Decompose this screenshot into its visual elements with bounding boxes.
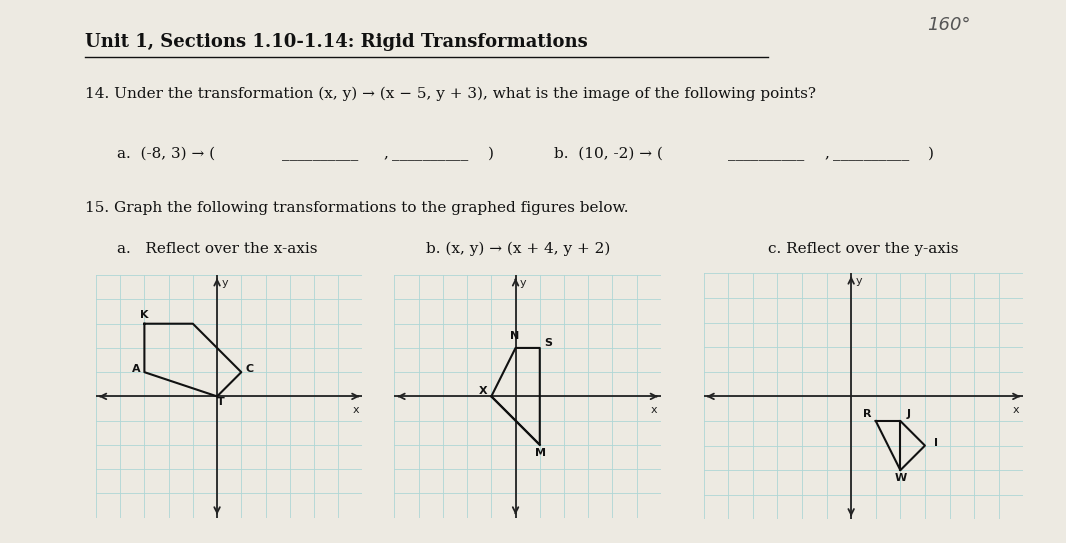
Text: S: S: [545, 338, 552, 348]
Text: ,: ,: [824, 147, 829, 161]
Text: K: K: [140, 310, 148, 320]
Text: 15. Graph the following transformations to the graphed figures below.: 15. Graph the following transformations …: [85, 201, 629, 215]
Text: a.   Reflect over the x-axis: a. Reflect over the x-axis: [117, 242, 318, 256]
Text: 160°: 160°: [927, 16, 971, 34]
Text: ,: ,: [384, 147, 389, 161]
Text: __________: __________: [282, 147, 359, 161]
Text: 14. Under the transformation (x, y) → (x − 5, y + 3), what is the image of the f: 14. Under the transformation (x, y) → (x…: [85, 87, 817, 102]
Text: I: I: [934, 438, 938, 447]
Text: Unit 1, Sections 1.10-1.14: Rigid Transformations: Unit 1, Sections 1.10-1.14: Rigid Transf…: [85, 33, 588, 50]
Text: T: T: [216, 397, 225, 407]
Text: J: J: [907, 409, 911, 419]
Text: b. (x, y) → (x + 4, y + 2): b. (x, y) → (x + 4, y + 2): [426, 242, 611, 256]
Text: C: C: [246, 364, 254, 374]
Text: c. Reflect over the y-axis: c. Reflect over the y-axis: [768, 242, 958, 256]
Text: X: X: [479, 386, 487, 396]
Text: x: x: [1013, 405, 1020, 415]
Text: A: A: [131, 364, 141, 374]
Text: __________: __________: [833, 147, 909, 161]
Text: ): ): [488, 147, 495, 161]
Text: y: y: [520, 277, 527, 288]
Text: N: N: [510, 331, 519, 342]
Text: a.  (-8, 3) → (: a. (-8, 3) → (: [117, 147, 215, 161]
Text: M: M: [535, 448, 547, 458]
Text: __________: __________: [392, 147, 469, 161]
Text: y: y: [222, 277, 228, 288]
Text: __________: __________: [728, 147, 805, 161]
Text: W: W: [894, 473, 906, 483]
Text: y: y: [856, 276, 862, 286]
Text: b.  (10, -2) → (: b. (10, -2) → (: [554, 147, 663, 161]
Text: R: R: [862, 409, 871, 419]
Text: ): ): [927, 147, 934, 161]
Text: x: x: [352, 405, 359, 415]
Text: x: x: [650, 405, 658, 415]
